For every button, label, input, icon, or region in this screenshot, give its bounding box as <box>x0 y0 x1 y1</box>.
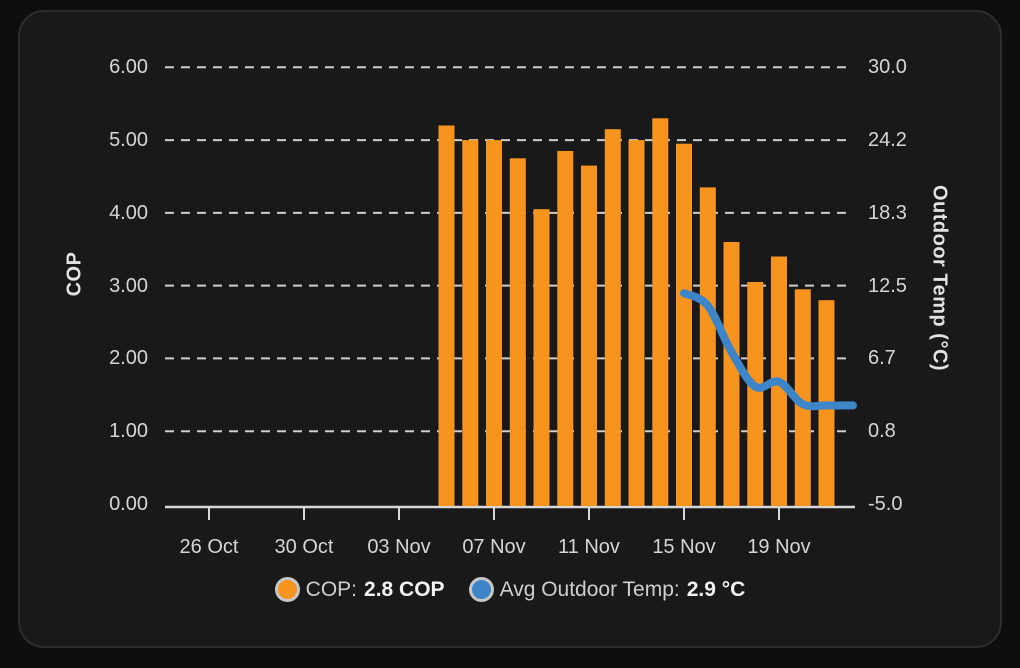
y-right-axis-title: Outdoor Temp (°C) <box>928 184 951 372</box>
x-axis-tick-label: 26 Oct <box>179 536 239 558</box>
legend-item-cop[interactable]: COP: 2.8 COP <box>274 577 445 602</box>
y-right-tick-label: 24.2 <box>868 129 907 152</box>
cop-bar <box>462 140 479 506</box>
cop-legend-label: COP: <box>305 577 358 601</box>
legend-item-outdoor-temp[interactable]: Avg Outdoor Temp: 2.9 °C <box>468 577 746 602</box>
x-axis-tick-label: 19 Nov <box>747 536 811 558</box>
y-right-tick-label: 30.0 <box>868 56 907 79</box>
cop-bar <box>486 140 502 506</box>
y-left-tick-label: 6.00 <box>109 56 148 79</box>
x-axis-tick-label: 07 Nov <box>462 536 526 558</box>
outdoor-temp-legend-marker-icon <box>468 577 494 602</box>
cop-legend-marker-icon <box>274 577 300 602</box>
y-right-tick-label: -5.0 <box>868 493 903 515</box>
x-axis-tick-label: 03 Nov <box>367 536 431 558</box>
outdoor-temp-legend-value: 2.9 °C <box>686 577 746 601</box>
cop-legend-value: 2.8 COP <box>364 577 445 601</box>
gridlines <box>165 66 848 433</box>
outdoor-temp-legend-label: Avg Outdoor Temp: <box>499 577 680 601</box>
cop-bar <box>557 151 574 506</box>
outdoor-temp-line <box>680 289 857 411</box>
cop-bar <box>533 209 550 506</box>
cop-bar <box>652 118 669 507</box>
cop-bar <box>699 187 716 506</box>
cop-bar <box>581 165 597 506</box>
x-axis-line <box>165 505 855 520</box>
y-left-tick-label: 2.00 <box>109 347 148 370</box>
cop-bar <box>723 242 740 506</box>
y-left-tick-label: 3.00 <box>109 274 148 297</box>
cop-bar <box>794 289 811 506</box>
legend: COP: 2.8 COP Avg Outdoor Temp: 2.9 °C <box>0 577 1020 602</box>
y-left-tick-label: 5.00 <box>109 129 148 152</box>
cop-bar <box>438 125 455 506</box>
x-axis-tick-label: 15 Nov <box>652 536 716 558</box>
y-right-tick-label: 18.3 <box>868 201 907 224</box>
y-left-tick-label: 1.00 <box>109 420 148 443</box>
y-left-tick-label: 4.00 <box>109 201 148 224</box>
cop-bar <box>747 282 764 506</box>
x-axis-tick-label: 11 Nov <box>558 536 620 558</box>
cop-bar <box>604 129 621 506</box>
cop-bars-series <box>438 118 835 507</box>
y-right-tick-label: 12.5 <box>868 274 907 297</box>
x-axis-tick-label: 30 Oct <box>274 536 334 558</box>
y-left-tick-label: 0.00 <box>109 493 148 515</box>
cop-bar <box>676 143 692 506</box>
cop-bar <box>628 140 645 506</box>
cop-bar <box>509 158 526 507</box>
y-right-tick-label: 0.8 <box>868 420 896 443</box>
y-right-tick-label: 6.7 <box>868 347 896 370</box>
